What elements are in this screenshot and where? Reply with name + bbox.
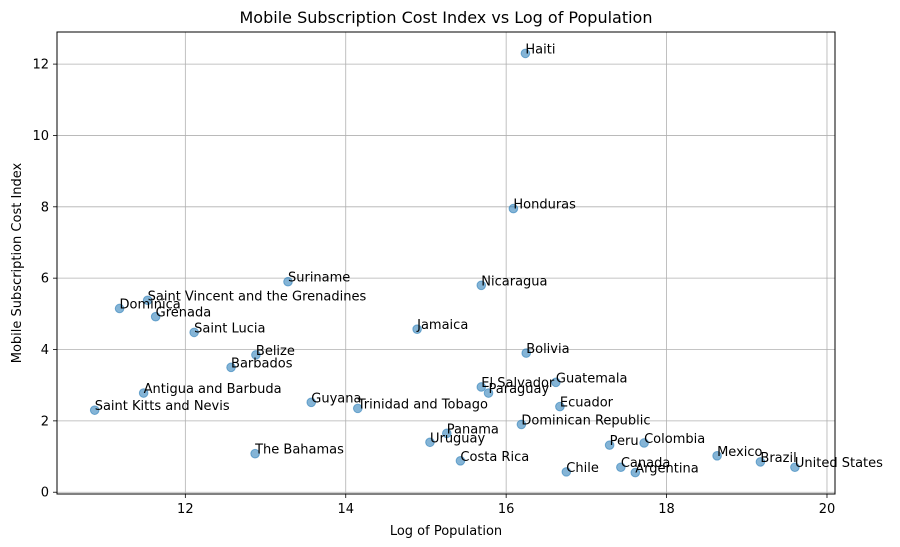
data-point bbox=[251, 350, 261, 360]
point-label: Brazil bbox=[760, 451, 796, 466]
x-tick-label: 20 bbox=[819, 502, 836, 517]
point-label: Chile bbox=[566, 461, 599, 476]
point-label: Canada bbox=[621, 456, 670, 471]
y-axis-ticks: 0 2 4 6 8 10 12 bbox=[32, 58, 57, 501]
data-point bbox=[306, 397, 317, 408]
y-tick-label: 12 bbox=[32, 58, 49, 73]
data-points bbox=[89, 48, 800, 478]
point-label: Mexico bbox=[717, 445, 762, 460]
data-point bbox=[250, 448, 260, 459]
point-label: Peru bbox=[610, 434, 639, 449]
point-label: Antigua and Barbuda bbox=[144, 382, 282, 397]
data-point bbox=[455, 456, 466, 466]
grid-lines bbox=[57, 32, 835, 494]
point-label: Uruguay bbox=[430, 431, 486, 446]
y-tick-label: 4 bbox=[41, 343, 49, 358]
point-label: Guyana bbox=[311, 391, 361, 406]
data-point bbox=[604, 440, 615, 450]
point-labels: Haiti Honduras Suriname Nicaragua Saint Vinc… bbox=[95, 42, 883, 476]
point-label: Ecuador bbox=[560, 396, 614, 411]
data-point bbox=[712, 451, 722, 461]
y-axis-label: Mobile Subscription Cost Index bbox=[10, 162, 25, 363]
data-point bbox=[508, 203, 519, 214]
data-point bbox=[142, 295, 153, 306]
data-point bbox=[561, 467, 572, 477]
data-point bbox=[226, 362, 236, 373]
data-point bbox=[425, 437, 435, 448]
point-label: Nicaragua bbox=[481, 274, 547, 289]
data-point bbox=[150, 311, 161, 322]
point-label: Saint Vincent and the Grenadines bbox=[148, 289, 367, 304]
point-label: Saint Lucia bbox=[194, 321, 265, 336]
y-tick-label: 0 bbox=[41, 486, 49, 501]
plot-frame bbox=[56, 31, 836, 495]
point-label: Jamaica bbox=[416, 318, 468, 333]
data-point bbox=[476, 280, 487, 291]
x-tick-label: 14 bbox=[337, 502, 354, 517]
data-point bbox=[551, 377, 561, 388]
data-point bbox=[483, 388, 494, 398]
data-point bbox=[521, 348, 532, 358]
point-label: Suriname bbox=[288, 271, 350, 286]
point-label: Colombia bbox=[644, 432, 705, 447]
data-point bbox=[476, 382, 487, 392]
x-axis-label: Log of Population bbox=[390, 524, 502, 539]
data-point bbox=[189, 327, 199, 338]
point-label: The Bahamas bbox=[254, 443, 344, 458]
y-tick-label: 10 bbox=[32, 129, 49, 144]
data-point bbox=[412, 324, 422, 334]
x-tick-label: 16 bbox=[498, 502, 515, 517]
data-point bbox=[283, 276, 293, 287]
point-label: United States bbox=[795, 456, 883, 471]
data-point bbox=[555, 401, 565, 412]
chart-title: Mobile Subscription Cost Index vs Log of… bbox=[240, 8, 653, 27]
data-point bbox=[114, 303, 125, 314]
point-label: Saint Kitts and Nevis bbox=[95, 399, 230, 414]
point-label: Trinidad and Tobago bbox=[357, 397, 488, 412]
point-label: Panama bbox=[447, 422, 499, 437]
data-point bbox=[89, 405, 100, 415]
y-tick-label: 6 bbox=[41, 272, 49, 287]
point-label: Haiti bbox=[525, 42, 555, 57]
point-label: El Salvador bbox=[481, 376, 555, 391]
data-point bbox=[442, 428, 452, 439]
data-point bbox=[516, 419, 527, 430]
data-point bbox=[790, 462, 800, 473]
point-label: Barbados bbox=[231, 356, 293, 371]
data-point bbox=[630, 467, 641, 478]
point-label: Belize bbox=[256, 344, 295, 359]
point-label: Paraguay bbox=[489, 382, 550, 397]
data-point bbox=[520, 48, 531, 59]
point-label: Bolivia bbox=[526, 342, 569, 357]
y-tick-label: 8 bbox=[41, 200, 49, 215]
point-label: Guatemala bbox=[556, 371, 628, 386]
data-point bbox=[138, 388, 149, 398]
point-label: Grenada bbox=[156, 306, 212, 321]
point-label: Argentina bbox=[635, 462, 698, 477]
point-label: Costa Rica bbox=[460, 450, 529, 465]
x-tick-label: 18 bbox=[658, 502, 675, 517]
y-tick-label: 2 bbox=[41, 414, 49, 429]
x-tick-label: 12 bbox=[177, 502, 194, 517]
data-point bbox=[639, 438, 649, 448]
point-label: Dominican Republic bbox=[521, 413, 650, 428]
data-point bbox=[616, 462, 626, 473]
x-axis-ticks: 12 14 16 18 20 bbox=[177, 494, 835, 517]
data-point bbox=[755, 457, 766, 467]
point-label: Honduras bbox=[513, 198, 576, 213]
data-point bbox=[352, 403, 363, 414]
point-label: Dominica bbox=[120, 297, 181, 312]
